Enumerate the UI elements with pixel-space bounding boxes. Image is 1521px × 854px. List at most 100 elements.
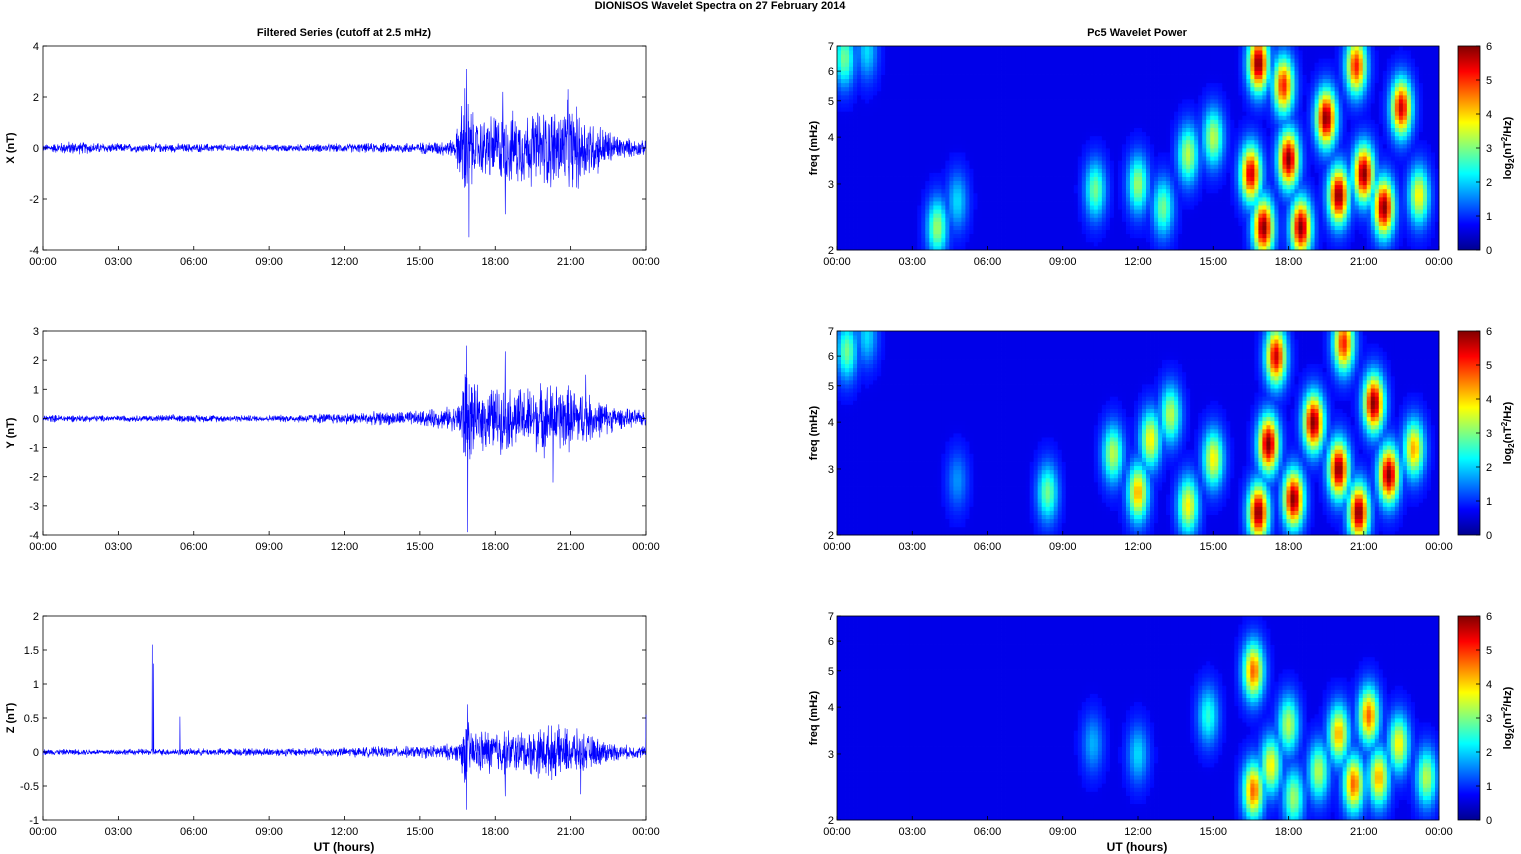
- heatmap-cell: [1218, 229, 1223, 235]
- heatmap-cell: [905, 90, 910, 96]
- heatmap-cell: [877, 90, 882, 96]
- heatmap-cell: [1029, 156, 1035, 161]
- heatmap-cell: [877, 241, 882, 247]
- heatmap-cell: [1218, 135, 1223, 141]
- heatmap-cell: [1073, 50, 1079, 55]
- heatmap-cell: [957, 143, 962, 149]
- heatmap-cell: [1001, 74, 1006, 80]
- heatmap-cell: [1158, 201, 1163, 206]
- heatmap-cell: [1170, 237, 1175, 243]
- heatmap-cell: [993, 135, 998, 141]
- heatmap-cell: [1085, 213, 1091, 218]
- heatmap-cell: [1121, 184, 1127, 190]
- heatmap-cell: [1013, 180, 1018, 186]
- heatmap-cell: [881, 94, 886, 100]
- heatmap-cell: [1025, 107, 1031, 112]
- heatmap-cell: [1214, 143, 1219, 149]
- heatmap-cell: [1057, 131, 1063, 137]
- heatmap-cell: [993, 184, 998, 190]
- heatmap-cell: [1214, 131, 1219, 137]
- heatmap-cell: [1017, 196, 1023, 202]
- heatmap-cell: [1077, 184, 1083, 190]
- heatmap-cell: [1013, 213, 1018, 218]
- heatmap-cell: [1182, 217, 1187, 222]
- heatmap-cell: [865, 229, 870, 235]
- heatmap-cell: [1142, 119, 1147, 124]
- heatmap-cell: [933, 70, 938, 75]
- heatmap-cell: [1033, 152, 1039, 157]
- heatmap-cell: [1117, 172, 1123, 177]
- heatmap-cell: [929, 78, 934, 84]
- heatmap-cell: [1206, 164, 1211, 169]
- heatmap-cell: [1202, 184, 1207, 190]
- heatmap-cell: [1113, 164, 1119, 169]
- heatmap-cell: [941, 176, 946, 182]
- heatmap-cell: [901, 139, 906, 145]
- heatmap-cell: [1005, 139, 1010, 145]
- heatmap-cell: [1009, 221, 1014, 226]
- heatmap-cell: [889, 86, 894, 92]
- heatmap-cell: [1194, 213, 1199, 218]
- heatmap-cell: [1021, 148, 1027, 153]
- heatmap-cell: [917, 99, 922, 104]
- heatmap-cell: [1073, 229, 1079, 235]
- heatmap-cell: [1033, 221, 1039, 226]
- heatmap-cell: [1121, 213, 1127, 218]
- heatmap-cell: [1162, 172, 1167, 177]
- heatmap-cell: [917, 233, 922, 239]
- heatmap-cell: [1210, 127, 1215, 133]
- heatmap-cell: [1081, 221, 1087, 226]
- heatmap-cell: [1093, 103, 1099, 108]
- heatmap-cell: [989, 111, 994, 116]
- heatmap-cell: [981, 217, 986, 222]
- heatmap-cell: [853, 46, 858, 51]
- heatmap-cell: [1166, 180, 1171, 186]
- heatmap-cell: [1105, 94, 1111, 100]
- heatmap-cell: [1029, 54, 1035, 59]
- heatmap-cell: [985, 90, 990, 96]
- heatmap-cell: [881, 160, 886, 165]
- heatmap-cell: [1150, 241, 1155, 247]
- heatmap-cell: [1121, 139, 1127, 145]
- heatmap-cell: [905, 152, 910, 157]
- heatmap-cell: [1129, 237, 1135, 243]
- figure-suptitle: DIONISOS Wavelet Spectra on 27 February …: [595, 0, 847, 12]
- heatmap-cell: [1017, 156, 1023, 161]
- heatmap-cell: [1081, 99, 1087, 104]
- heatmap-cell: [1154, 217, 1159, 222]
- heatmap-cell: [945, 180, 950, 186]
- heatmap-cell: [1013, 66, 1018, 71]
- heatmap-cell: [873, 58, 878, 63]
- heatmap-cell: [1178, 135, 1183, 141]
- heatmap-cell: [1109, 201, 1115, 206]
- heatmap-cell: [1146, 172, 1151, 177]
- heatmap-cell: [1121, 103, 1127, 108]
- heatmap-cell: [1065, 66, 1071, 71]
- heatmap-cell: [905, 123, 910, 128]
- heatmap-cell: [1045, 135, 1051, 141]
- heatmap-cell: [1222, 131, 1227, 137]
- heatmap-cell: [1174, 62, 1179, 67]
- heatmap-cell: [981, 86, 986, 92]
- heatmap-cell: [1037, 221, 1043, 226]
- heatmap-cell: [837, 143, 842, 149]
- heatmap-cell: [1085, 184, 1091, 190]
- heatmap-cell: [1202, 188, 1207, 194]
- heatmap-cell: [1129, 131, 1135, 137]
- heatmap-cell: [981, 164, 986, 169]
- heatmap-cell: [1061, 107, 1067, 112]
- heatmap-cell: [1017, 131, 1023, 137]
- heatmap-cell: [985, 168, 990, 173]
- heatmap-cell: [989, 139, 994, 145]
- heatmap-cell: [1170, 123, 1175, 128]
- heatmap-cell: [997, 99, 1002, 104]
- heatmap-cell: [1125, 148, 1131, 153]
- heatmap-cell: [1009, 201, 1014, 206]
- heatmap-cell: [877, 70, 882, 75]
- heatmap-cell: [1081, 103, 1087, 108]
- heatmap-cell: [913, 152, 918, 157]
- heatmap-cell: [917, 217, 922, 222]
- heatmap-cell: [1097, 143, 1103, 149]
- heatmap-cell: [965, 82, 970, 88]
- heatmap-cell: [1129, 201, 1135, 206]
